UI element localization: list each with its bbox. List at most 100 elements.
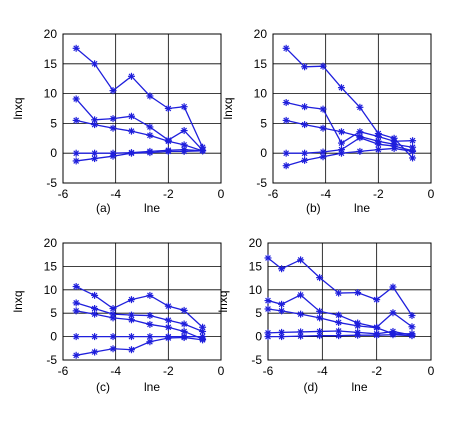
panel-a: -5 0 5 10 15 20 -6 -4 -2 0 lnxq (a) lne [11,27,225,215]
data-point [335,327,343,335]
data-point [264,297,272,305]
data-point [72,116,80,124]
y-tick-label: 10 [44,87,58,101]
panel-caption: (b) [306,201,321,215]
data-point [127,311,135,319]
x-tick-label: -2 [163,364,174,378]
y-tick-label: -5 [256,176,267,190]
x-axis-label: lne [354,201,370,215]
data-point [373,324,381,332]
data-point [109,345,117,353]
data-point [146,149,154,157]
x-tick-label: -4 [317,364,328,378]
data-point [356,134,364,142]
data-point [297,256,305,264]
x-tick-label: -4 [110,187,121,201]
x-tick-label: -6 [263,364,274,378]
data-point [335,311,343,319]
data-point [164,137,172,145]
x-tick-label: 0 [428,187,435,201]
data-point [127,333,135,341]
data-point [389,309,397,317]
data-point [264,305,272,313]
panel-caption: (c) [96,380,110,394]
data-point [282,149,290,157]
data-point [180,306,188,314]
data-point [72,307,80,315]
y-tick-label: 20 [249,236,263,250]
data-point [278,300,286,308]
y-tick-label: -5 [46,353,57,367]
data-point [374,146,382,154]
data-point [316,332,324,340]
data-point [301,103,309,111]
y-tick-label: 5 [255,306,262,320]
data-point [301,63,309,71]
data-point [91,291,99,299]
data-point [389,331,397,339]
data-point [91,155,99,163]
data-point [319,148,327,156]
data-point [282,162,290,170]
data-point [127,112,135,120]
data-point [319,153,327,161]
x-tick-label: 0 [218,187,225,201]
data-point [264,254,272,262]
data-point [374,140,382,148]
data-point [109,115,117,123]
panel-b: -5 0 5 10 15 20 -6 -4 -2 0 lnxq (b) lne [221,27,435,215]
data-point [319,62,327,70]
x-tick-label: -4 [320,187,331,201]
panel-d: -5 0 5 10 15 20 -6 -4 -2 0 lnxq (d) lne [216,236,435,394]
x-tick-label: -6 [58,187,69,201]
data-point [199,336,207,344]
x-tick-label: -6 [58,364,69,378]
data-point [319,105,327,113]
x-tick-label: 0 [428,364,435,378]
data-point [389,283,397,291]
data-point [72,283,80,291]
data-point [278,265,286,273]
data-point [297,328,305,336]
data-point [72,333,80,341]
data-point [316,307,324,315]
data-point [91,333,99,341]
y-tick-label: 0 [260,146,267,160]
panel-c: -5 0 5 10 15 20 -6 -4 -2 0 lnxq (c) lne [11,236,225,394]
data-point [335,319,343,327]
data-point [91,116,99,124]
y-tick-label: 5 [50,116,57,130]
data-point [278,333,286,341]
y-tick-label: 0 [255,330,262,344]
y-tick-label: 5 [260,116,267,130]
y-tick-label: 10 [254,87,268,101]
data-point [109,305,117,313]
x-tick-label: -4 [110,364,121,378]
x-tick-label: -6 [268,187,279,201]
data-point [297,310,305,318]
data-point [301,156,309,164]
data-point [354,331,362,339]
data-point [354,289,362,297]
data-point [91,60,99,68]
panel-caption: (a) [96,201,111,215]
data-point [146,312,154,320]
data-point [180,320,188,328]
data-point [109,314,117,322]
data-point [164,334,172,342]
data-point [199,323,207,331]
plot-frame [272,33,432,184]
y-tick-label: 20 [254,27,268,41]
x-axis-label: lne [144,380,160,394]
data-point [199,147,207,155]
data-point [72,351,80,359]
data-point [109,87,117,95]
plot-frame [62,33,222,184]
data-point [408,323,416,331]
y-axis-label: lnxq [216,290,230,312]
data-point [127,296,135,304]
data-point [356,128,364,136]
x-tick-label: -2 [163,187,174,201]
data-point [180,127,188,135]
